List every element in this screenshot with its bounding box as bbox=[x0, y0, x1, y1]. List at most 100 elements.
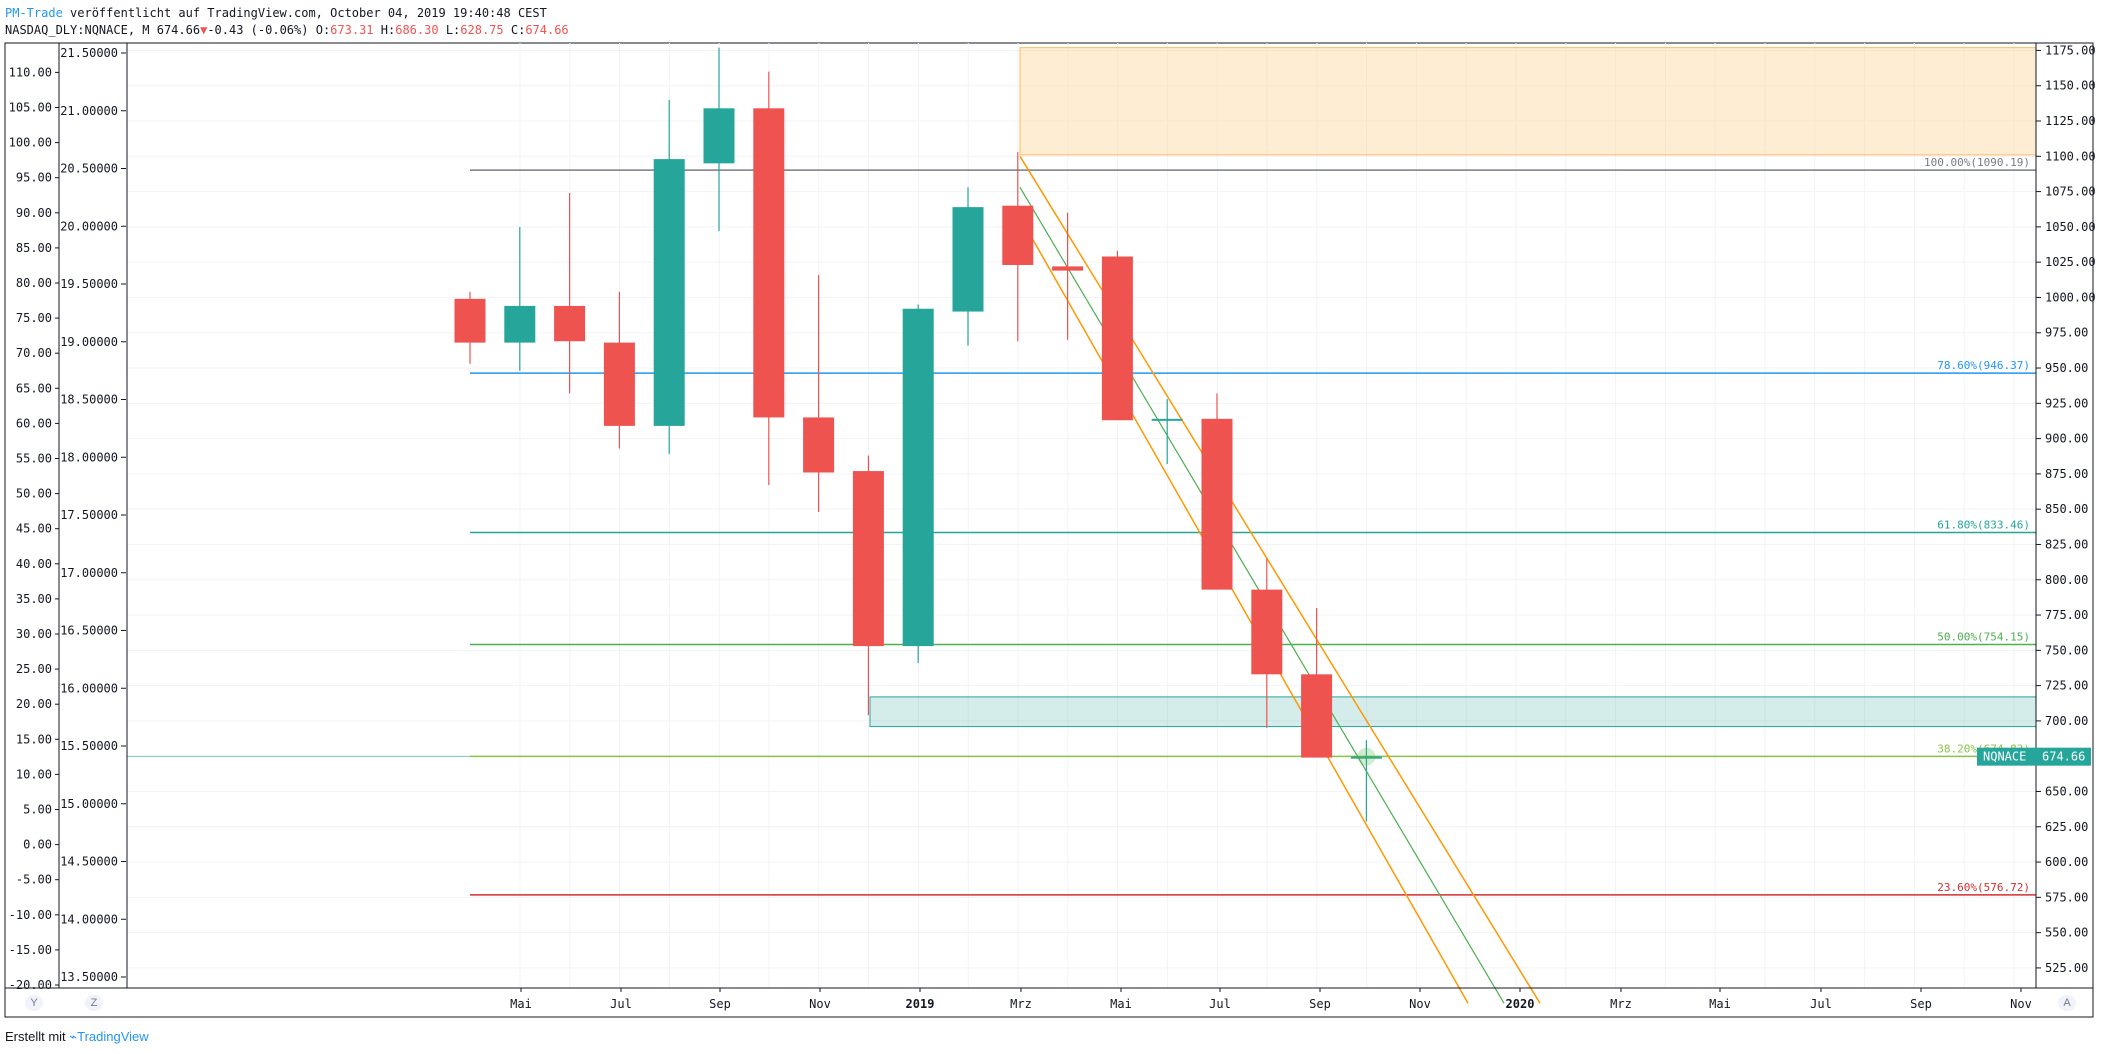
left-axis-1-label: 15.00 bbox=[16, 732, 52, 746]
author-link[interactable]: PM-Trade bbox=[5, 6, 63, 20]
left-axis-1-label: 0.00 bbox=[23, 838, 52, 852]
time-axis-label: Sep bbox=[709, 997, 731, 1011]
candle-body bbox=[504, 305, 536, 343]
left-axis-1-label: 30.00 bbox=[16, 627, 52, 641]
left-axis-1-label: 65.00 bbox=[16, 381, 52, 395]
support-zone bbox=[869, 696, 2037, 728]
left-axis-2-label: 21.50000 bbox=[60, 46, 118, 60]
left-axis-1-label: 5.00 bbox=[23, 803, 52, 817]
symbol-label: NASDAQ_DLY:NQNACE, M bbox=[5, 23, 150, 37]
left-axis-2-label: 20.00000 bbox=[60, 219, 118, 233]
candle-body bbox=[1052, 266, 1084, 271]
candle-body bbox=[1301, 674, 1333, 758]
candle-body bbox=[803, 417, 835, 473]
candle-body bbox=[1002, 205, 1034, 265]
left-axis-1-label: 55.00 bbox=[16, 452, 52, 466]
high-label: H: bbox=[380, 23, 396, 37]
candle-body bbox=[703, 108, 735, 164]
chart-frame bbox=[4, 42, 2094, 1018]
left-axis-1-label: 45.00 bbox=[16, 522, 52, 536]
right-axis-label: 700.00 bbox=[2045, 714, 2088, 728]
left-axis-1-label: 105.00 bbox=[9, 101, 52, 115]
left-axis-2-label: 18.00000 bbox=[60, 450, 118, 464]
candle-body bbox=[1251, 589, 1283, 675]
auto-scale-button[interactable]: A bbox=[2058, 995, 2076, 1011]
right-axis-label: 1125.00 bbox=[2045, 114, 2096, 128]
ohlc-line: NASDAQ_DLY:NQNACE, M 674.66▼-0.43 (-0.06… bbox=[5, 22, 569, 39]
candle-body bbox=[1101, 256, 1133, 421]
right-axis-label: 800.00 bbox=[2045, 573, 2088, 587]
right-axis-label: 875.00 bbox=[2045, 467, 2088, 481]
left-axis-1-label: 110.00 bbox=[9, 65, 52, 79]
time-axis-label: Mrz bbox=[1610, 997, 1632, 1011]
left-axis-2-label: 16.00000 bbox=[60, 681, 118, 695]
fib-level-label: 78.60%(946.37) bbox=[1937, 359, 2030, 372]
log-scale-button[interactable]: Y bbox=[25, 995, 43, 1011]
right-axis-label: 725.00 bbox=[2045, 679, 2088, 693]
left-axis-2-label: 20.50000 bbox=[60, 162, 118, 176]
down-arrow-icon: ▼ bbox=[200, 23, 208, 37]
left-axis-1-label: 25.00 bbox=[16, 662, 52, 676]
low-value: 628.75 bbox=[460, 23, 504, 37]
left-axis-1-label: 20.00 bbox=[16, 697, 52, 711]
candle-body bbox=[454, 298, 486, 343]
low-label: L: bbox=[445, 23, 461, 37]
percent-scale-button[interactable]: Z bbox=[85, 995, 103, 1011]
chart-header: PM-Trade veröffentlicht auf TradingView.… bbox=[5, 5, 569, 39]
candle-body bbox=[1350, 756, 1382, 759]
right-axis-label: 1050.00 bbox=[2045, 220, 2096, 234]
time-axis-label: Jul bbox=[610, 997, 632, 1011]
open-value: 673.31 bbox=[330, 23, 374, 37]
right-axis-label: 550.00 bbox=[2045, 926, 2088, 940]
right-axis-label: 1150.00 bbox=[2045, 79, 2096, 93]
left-axis-2-label: 17.50000 bbox=[60, 508, 118, 522]
time-axis-label: 2020 bbox=[1506, 997, 1535, 1011]
left-axis-2-label: 14.00000 bbox=[60, 912, 118, 926]
time-axis-label: Jul bbox=[1810, 997, 1832, 1011]
left-axis-2-label: 15.50000 bbox=[60, 739, 118, 753]
left-axis-2-label: 14.50000 bbox=[60, 855, 118, 869]
right-axis-label: 1000.00 bbox=[2045, 290, 2096, 304]
left-axis-1-label: 90.00 bbox=[16, 206, 52, 220]
time-axis-label: Mai bbox=[1709, 997, 1731, 1011]
right-axis-label: 925.00 bbox=[2045, 396, 2088, 410]
right-axis-label: 825.00 bbox=[2045, 537, 2088, 551]
right-axis-label: 750.00 bbox=[2045, 643, 2088, 657]
left-axis-1-label: 70.00 bbox=[16, 346, 52, 360]
tradingview-logo-icon[interactable]: ⌁ bbox=[69, 1029, 78, 1044]
resistance-zone bbox=[1019, 47, 2037, 156]
tradingview-brand[interactable]: TradingView bbox=[77, 1029, 149, 1044]
left-axis-1-label: 100.00 bbox=[9, 136, 52, 150]
left-axis-1-label: -10.00 bbox=[9, 908, 52, 922]
candle-body bbox=[952, 207, 984, 312]
candle-body bbox=[753, 108, 785, 418]
high-value: 686.30 bbox=[395, 23, 439, 37]
left-axis-1-label: 35.00 bbox=[16, 592, 52, 606]
right-axis-label: 650.00 bbox=[2045, 784, 2088, 798]
last-price-value: 674.66 bbox=[2042, 750, 2085, 764]
candle-body bbox=[1201, 418, 1233, 590]
right-axis-label: 525.00 bbox=[2045, 961, 2088, 975]
time-axis-label: Nov bbox=[2010, 997, 2032, 1011]
fib-level-label: 50.00%(754.15) bbox=[1937, 630, 2030, 643]
close-label: C: bbox=[510, 23, 526, 37]
time-axis-label: Nov bbox=[809, 997, 831, 1011]
left-axis-1-label: -15.00 bbox=[9, 943, 52, 957]
left-axis-1-label: -20.00 bbox=[9, 978, 52, 992]
footer: Erstellt mit ⌁TradingView bbox=[5, 1029, 149, 1045]
time-axis-label: Mai bbox=[510, 997, 532, 1011]
right-axis-label: 1100.00 bbox=[2045, 149, 2096, 163]
left-axis-2-label: 15.00000 bbox=[60, 797, 118, 811]
time-axis-label: 2019 bbox=[906, 997, 935, 1011]
close-value: 674.66 bbox=[525, 23, 569, 37]
channel-lower-line bbox=[1019, 216, 1469, 1004]
open-label: O: bbox=[315, 23, 331, 37]
candle-body bbox=[902, 308, 934, 647]
candle-body bbox=[554, 305, 586, 342]
time-axis-label: Sep bbox=[1910, 997, 1932, 1011]
left-axis-1-label: -5.00 bbox=[16, 873, 52, 887]
time-axis-label: Sep bbox=[1309, 997, 1331, 1011]
right-axis-label: 1175.00 bbox=[2045, 43, 2096, 57]
right-axis-label: 1025.00 bbox=[2045, 255, 2096, 269]
